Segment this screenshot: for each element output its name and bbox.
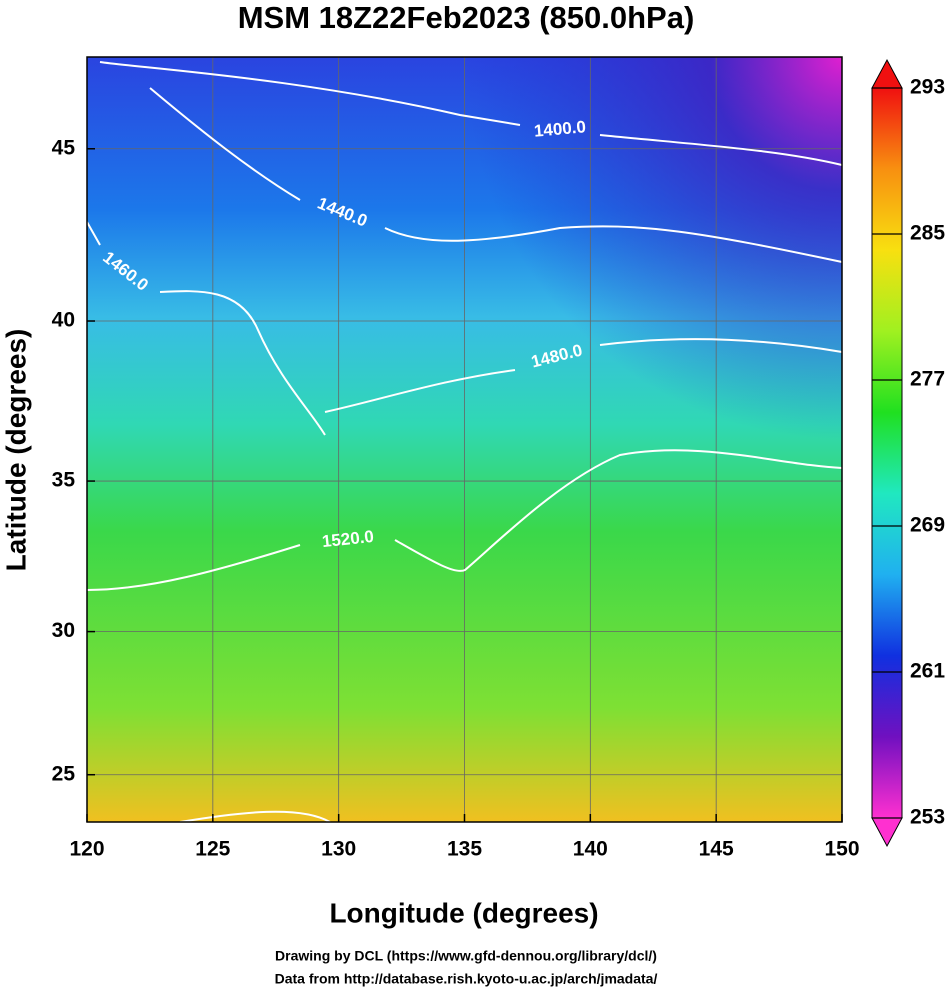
colorbar-tick-label: 269 (910, 514, 945, 537)
y-axis-label: Latitude (degrees) (0, 329, 31, 572)
x-tick-label: 140 (573, 838, 608, 861)
colorbar-extend-bottom (871, 817, 903, 848)
x-axis-label: Longitude (degrees) (329, 897, 598, 928)
colorbar: 253 261 269 277 285 293 (871, 58, 945, 848)
contour-line (149, 87, 843, 263)
y-tick-label: 45 (52, 136, 76, 159)
x-tick-label: 145 (699, 838, 734, 861)
contour-line (179, 810, 331, 823)
colorbar-tick-label: 261 (910, 660, 945, 683)
x-tick-label: 150 (824, 838, 859, 861)
footer-line: Data from http://database.rish.kyoto-u.a… (275, 971, 658, 987)
x-tick-label: 135 (447, 838, 482, 861)
y-tick-label: 25 (52, 762, 76, 785)
x-tick-label: 120 (69, 838, 104, 861)
contour-line (86, 449, 843, 591)
footer-line: Drawing by DCL (https://www.gfd-dennou.o… (275, 948, 657, 964)
colorbar-tick-label: 253 (910, 806, 945, 829)
x-tick-label: 125 (195, 838, 230, 861)
y-tick-label: 30 (52, 619, 75, 642)
colorbar-extend-top (871, 58, 903, 89)
colorbar-scale (871, 87, 903, 819)
contour-line (99, 61, 843, 166)
contour-line (86, 221, 326, 436)
y-tick-label: 40 (52, 309, 75, 332)
plot-area: 1400.0 1440.0 1460.0 1480.0 1520.0 (86, 56, 843, 823)
chart-title: MSM 18Z22Feb2023 (850.0hPa) (238, 0, 695, 35)
contour-label: 1400.0 (533, 117, 586, 140)
colorbar-tick-label: 285 (910, 222, 945, 245)
colorbar-tick-label: 277 (910, 368, 945, 391)
y-tick-label: 35 (52, 469, 76, 492)
x-tick-label: 130 (321, 838, 356, 861)
colorbar-tick-label: 293 (910, 76, 945, 99)
contour-line (324, 338, 843, 413)
